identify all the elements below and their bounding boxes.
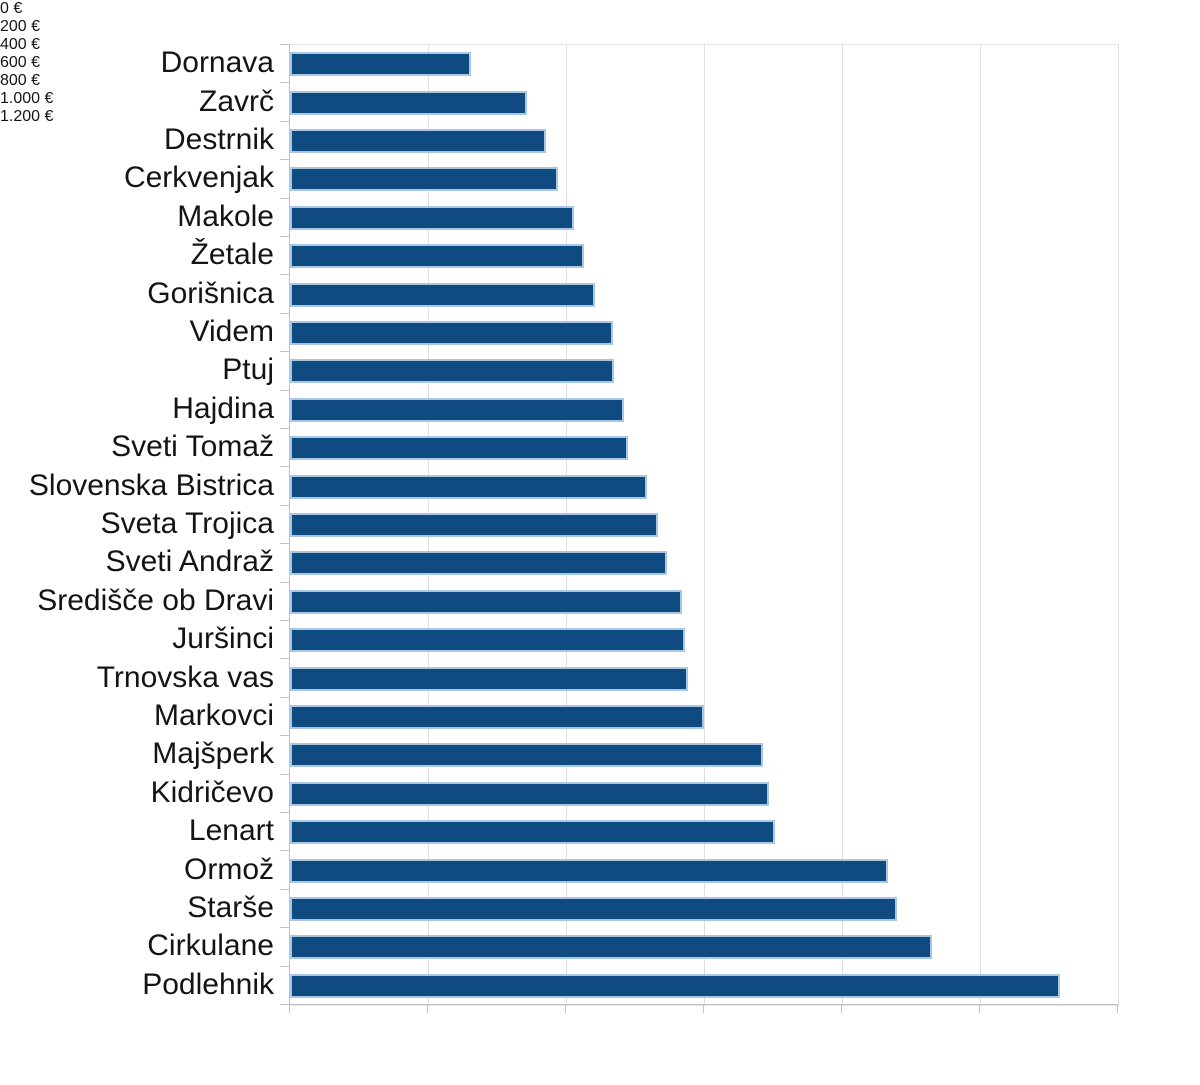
category-label: Markovci (153, 698, 274, 732)
bar-destrnik (290, 129, 546, 153)
category-label: Juršinci (172, 622, 274, 656)
category-label: Destrnik (163, 122, 274, 156)
x-axis-tick (1117, 1005, 1118, 1013)
x-tick-label: 0 € (0, 0, 23, 17)
y-axis-tick (280, 1004, 289, 1005)
bar-trnovska-vas (290, 666, 689, 691)
bar-makole (290, 205, 575, 230)
y-axis-tick (280, 966, 289, 967)
y-axis-tick (280, 889, 289, 890)
x-axis-labels: 0 €200 €400 €600 €800 €1.000 €1.200 € (0, 0, 1200, 126)
category-label: Trnovska vas (96, 660, 274, 694)
bar-star-e (290, 897, 898, 921)
bar-cirkulane (290, 935, 933, 960)
y-axis-tick (280, 198, 289, 199)
x-axis-tick (703, 1005, 704, 1013)
bar-hajdina (290, 397, 624, 422)
x-axis-tick (289, 1005, 290, 1013)
y-axis-tick (280, 582, 289, 583)
y-axis-tick (280, 351, 289, 352)
category-label: Zavrč (199, 84, 274, 118)
x-axis-line (281, 1004, 1118, 1005)
x-tick-label: 600 € (0, 54, 41, 71)
y-axis-tick (280, 697, 289, 698)
y-axis-tick (280, 236, 289, 237)
y-axis-tick (280, 927, 289, 928)
bar--etale (290, 244, 584, 269)
category-label: Cirkulane (147, 929, 274, 963)
bar-cerkvenjak (290, 167, 559, 192)
gridline (979, 45, 981, 1005)
bar-sveta-trojica (290, 513, 658, 537)
category-label: Dornava (160, 46, 274, 80)
bar-sveti-andra- (290, 551, 667, 576)
gridline (1117, 45, 1119, 1005)
bar-dornava (290, 52, 472, 77)
category-label: Podlehnik (142, 967, 274, 1001)
bar-podlehnik (290, 973, 1061, 998)
category-label: Videm (189, 314, 275, 348)
plot-area (289, 44, 1119, 1006)
category-label: Središče ob Dravi (37, 583, 274, 617)
y-axis-tick (280, 774, 289, 775)
y-axis-tick (280, 313, 289, 314)
category-label: Sveti Tomaž (111, 430, 274, 464)
x-axis-tick (841, 1005, 842, 1013)
bar-maj-perk (290, 743, 764, 768)
bar-ormo- (290, 858, 888, 883)
category-label: Majšperk (152, 737, 274, 771)
bar-lenart (290, 820, 776, 845)
y-axis-tick (280, 735, 289, 736)
bar-kidri-evo (290, 781, 769, 806)
y-axis-tick (280, 658, 289, 659)
bar-sveti-toma- (290, 436, 629, 461)
y-axis-tick (280, 44, 289, 45)
x-tick-label: 800 € (0, 72, 41, 89)
x-tick-label: 400 € (0, 36, 41, 53)
category-label: Cerkvenjak (123, 161, 274, 195)
y-axis-line (289, 44, 290, 1005)
x-tick-label: 200 € (0, 18, 41, 35)
y-axis-tick (280, 82, 289, 83)
x-tick-label: 1.200 € (0, 108, 54, 125)
y-axis-tick (280, 390, 289, 391)
bar-markovci (290, 705, 704, 729)
y-axis-tick (280, 121, 289, 122)
bar-videm (290, 321, 613, 345)
x-axis-tick (565, 1005, 566, 1013)
x-axis-tick (427, 1005, 428, 1013)
bar-jur-inci (290, 628, 686, 653)
category-label: Makole (177, 199, 274, 233)
y-axis-tick (280, 428, 289, 429)
y-axis-tick (280, 812, 289, 813)
category-label: Sveta Trojica (100, 506, 274, 540)
category-label: Žetale (190, 238, 274, 272)
bar-slovenska-bistrica (290, 474, 647, 499)
x-tick-label: 1.000 € (0, 90, 54, 107)
bar-ptuj (290, 359, 615, 384)
category-label: Kidričevo (150, 775, 274, 809)
bar-gori-nica (290, 282, 595, 307)
category-label: Ormož (184, 852, 274, 886)
bar-zavr- (290, 90, 528, 115)
category-label: Ptuj (222, 353, 274, 387)
category-label: Sveti Andraž (105, 545, 274, 579)
y-axis-tick (280, 505, 289, 506)
y-axis-tick (280, 274, 289, 275)
y-axis-tick (280, 466, 289, 467)
category-label: Starše (187, 890, 274, 924)
bar-sredi-e-ob-dravi (290, 589, 682, 614)
y-axis-tick (280, 543, 289, 544)
y-axis-tick (280, 620, 289, 621)
category-label: Gorišnica (147, 276, 274, 310)
category-label: Hajdina (172, 391, 274, 425)
category-label: Lenart (188, 814, 274, 848)
y-axis-tick (280, 159, 289, 160)
x-axis-tick (979, 1005, 980, 1013)
y-axis-tick (280, 850, 289, 851)
category-label: Slovenska Bistrica (28, 468, 274, 502)
